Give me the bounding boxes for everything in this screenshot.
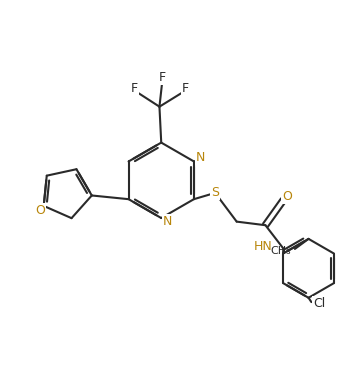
Text: N: N [163,215,172,228]
Text: Cl: Cl [313,297,325,310]
Text: S: S [211,186,219,200]
Text: O: O [35,204,45,217]
Text: F: F [131,82,138,95]
Text: N: N [196,151,205,164]
Text: CH₃: CH₃ [270,246,291,256]
Text: O: O [282,190,292,203]
Text: F: F [182,82,189,95]
Text: HN: HN [254,240,273,253]
Text: F: F [159,71,166,84]
